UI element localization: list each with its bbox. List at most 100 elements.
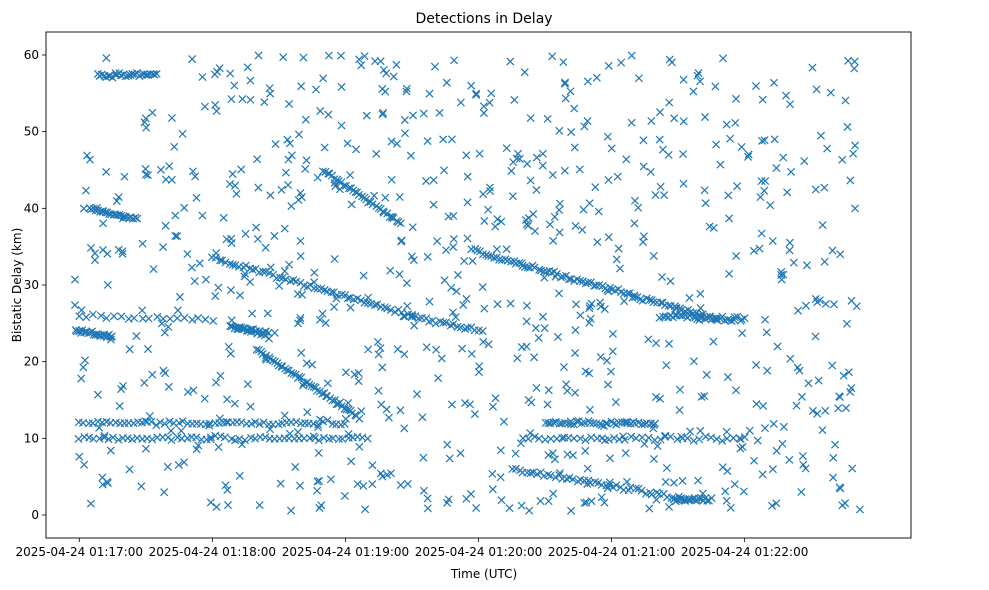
data-point <box>479 190 488 199</box>
data-point <box>387 213 397 222</box>
data-point <box>456 449 465 458</box>
data-point <box>107 332 116 341</box>
data-point <box>816 131 825 140</box>
data-point <box>850 57 859 66</box>
data-point <box>792 401 801 410</box>
data-point <box>280 224 289 233</box>
data-point <box>712 140 721 149</box>
data-point <box>612 255 621 264</box>
data-point <box>77 306 86 315</box>
data-point <box>180 313 189 322</box>
data-point <box>701 113 710 122</box>
data-point <box>587 497 596 506</box>
data-point <box>843 122 852 131</box>
data-point <box>472 90 481 100</box>
data-point <box>435 108 444 117</box>
data-point <box>396 219 405 228</box>
data-point <box>285 260 294 269</box>
data-point <box>144 345 153 354</box>
data-point <box>281 168 290 177</box>
data-point <box>355 55 364 64</box>
data-point <box>532 185 541 194</box>
data-point <box>364 345 373 354</box>
data-point <box>576 434 585 443</box>
data-point <box>645 295 654 304</box>
data-point <box>271 140 280 149</box>
data-point <box>384 413 393 422</box>
data-point <box>467 81 476 90</box>
data-point <box>572 417 581 426</box>
y-axis: 0 10 20 30 40 50 60 <box>24 48 46 522</box>
data-point <box>327 288 336 297</box>
data-point <box>441 318 451 327</box>
data-point <box>617 58 626 67</box>
data-point <box>174 460 183 469</box>
data-point <box>567 506 576 515</box>
data-point <box>251 418 260 427</box>
data-point <box>647 490 656 499</box>
data-point <box>133 214 142 223</box>
data-point <box>93 390 102 399</box>
data-point <box>600 305 609 314</box>
data-point <box>560 418 569 427</box>
data-point <box>296 189 305 198</box>
data-point <box>252 223 261 232</box>
data-point <box>188 55 197 64</box>
data-point <box>374 386 383 395</box>
data-point <box>838 501 847 510</box>
data-point <box>86 243 95 252</box>
data-point <box>200 394 209 403</box>
data-point <box>433 237 442 246</box>
data-point <box>382 69 391 78</box>
data-point <box>180 458 189 467</box>
data-point <box>432 345 441 354</box>
data-point <box>851 141 860 150</box>
data-point <box>456 323 465 332</box>
data-point <box>640 439 649 448</box>
data-point <box>602 356 611 365</box>
data-point <box>301 164 310 174</box>
data-point <box>627 51 636 60</box>
data-point <box>381 193 390 202</box>
data-point <box>423 494 432 503</box>
data-point <box>670 478 679 487</box>
data-point <box>141 164 150 173</box>
data-point <box>543 114 552 123</box>
data-point <box>758 95 767 104</box>
data-point <box>285 139 294 148</box>
data-point <box>664 339 674 348</box>
data-point <box>241 261 250 270</box>
data-point <box>443 440 452 449</box>
data-point <box>627 118 636 127</box>
data-point <box>711 82 720 91</box>
data-point <box>737 142 746 151</box>
data-point <box>293 427 302 437</box>
y-tick-label: 20 <box>24 355 39 369</box>
data-point <box>772 164 781 173</box>
data-point <box>762 328 771 337</box>
data-point <box>118 247 127 256</box>
data-point <box>526 176 535 185</box>
data-point <box>243 380 252 389</box>
data-point <box>695 494 704 503</box>
data-point <box>103 280 112 289</box>
data-point <box>550 455 559 464</box>
data-point <box>313 173 322 182</box>
data-point <box>437 354 446 363</box>
data-point <box>591 281 600 290</box>
data-point <box>649 454 658 463</box>
data-point <box>502 245 511 254</box>
data-point <box>115 210 124 219</box>
data-point <box>344 398 353 407</box>
data-point <box>270 231 279 240</box>
data-point <box>766 201 775 210</box>
data-point <box>602 481 611 490</box>
data-point <box>376 57 385 66</box>
data-point <box>292 417 301 426</box>
data-point <box>148 108 157 117</box>
data-point <box>297 348 306 357</box>
data-point <box>382 405 391 414</box>
data-point <box>253 155 262 164</box>
data-point <box>294 130 303 139</box>
data-point <box>231 181 240 190</box>
